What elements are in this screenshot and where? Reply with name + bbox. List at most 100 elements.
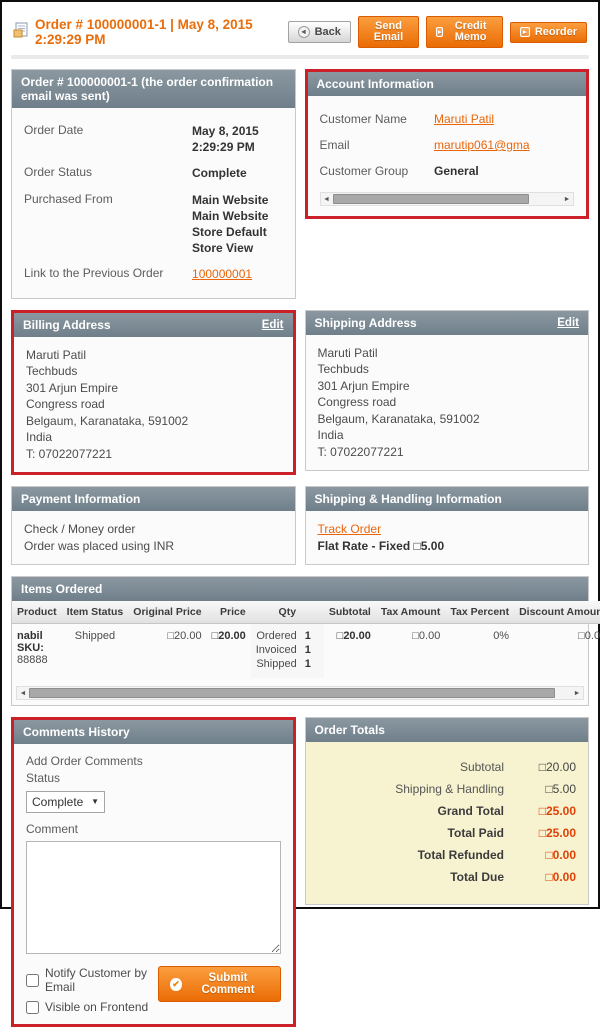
grand-total-row: Grand Total □25.00 (318, 800, 576, 822)
back-button-label: Back (314, 25, 341, 38)
customer-email-row: Email marutip061@gma (320, 132, 575, 158)
item-sku-label: SKU: (17, 642, 44, 654)
shipping-address-panel: Shipping Address Edit Maruti Patil Techb… (304, 309, 589, 471)
check-circle-icon: ✔ (170, 977, 182, 991)
scrollbar-thumb[interactable] (29, 688, 555, 698)
billing-edit-link[interactable]: Edit (261, 318, 284, 331)
total-paid-value: □25.00 (538, 826, 576, 840)
page-header: Order # 100000001-1 | May 8, 2015 2:29:2… (11, 10, 589, 52)
billing-line: 301 Arjun Empire (26, 380, 119, 395)
col-item-status: Item Status (61, 601, 129, 624)
order-totals-header: Order Totals (305, 718, 588, 742)
qty-shipped-label: Shipped (256, 658, 297, 670)
add-order-comments-label: Add Order Comments (26, 754, 143, 768)
reorder-icon: ▸ (519, 27, 530, 37)
payment-info-panel: Payment Information Check / Money order … (11, 486, 296, 565)
order-info-header: Order # 100000001-1 (the order confirmat… (12, 70, 295, 108)
customer-name-row: Customer Name Maruti Patil (320, 106, 575, 132)
credit-memo-button[interactable]: ▸ Credit Memo (426, 16, 503, 48)
items-horizontal-scrollbar[interactable]: ◄ ► (16, 686, 584, 700)
billing-address-header: Billing Address Edit (14, 312, 293, 337)
shipping-edit-link[interactable]: Edit (557, 316, 579, 329)
purchased-from-label: Purchased From (24, 191, 113, 206)
shipping-address-title: Shipping Address (314, 315, 417, 330)
scroll-right-icon[interactable]: ► (573, 689, 581, 697)
item-product-cell: nabil SKU: 88888 (12, 624, 62, 679)
status-select[interactable]: Complete (26, 791, 105, 813)
customer-group-row: Customer Group General (320, 158, 575, 184)
visible-frontend-checkbox[interactable] (26, 1000, 39, 1014)
grand-total-label: Grand Total (437, 804, 504, 818)
col-subtotal: Subtotal (323, 601, 376, 624)
subtotal-value: □20.00 (538, 760, 576, 774)
previous-order-row: Link to the Previous Order 100000001 (24, 261, 283, 287)
comment-textarea[interactable] (26, 841, 281, 954)
item-discount-cell: □0.00 (578, 630, 600, 642)
previous-order-link[interactable]: 100000001 (192, 267, 253, 282)
shipping-handling-label: Shipping & Handling (395, 782, 504, 796)
account-horizontal-scrollbar[interactable]: ◄ ► (319, 192, 574, 206)
customer-group-label: Customer Group (319, 164, 409, 178)
account-info-panel: Account Information Customer Name Maruti… (304, 69, 589, 219)
billing-line: Techbuds (26, 364, 78, 378)
total-refunded-label: Total Refunded (417, 848, 504, 862)
subtotal-label: Subtotal (459, 760, 504, 774)
shipping-line: Belgaum, Karanataka, 591002 (317, 411, 480, 426)
comments-history-panel: Comments History Add Order Comments Stat… (11, 717, 296, 1027)
item-status-cell: Shipped (74, 630, 116, 642)
account-info-header: Account Information (307, 72, 586, 96)
payment-method: Check / Money order (24, 522, 136, 536)
shipping-handling-header: Shipping & Handling Information (305, 487, 588, 511)
subtotal-row: Subtotal □20.00 (318, 756, 576, 778)
customer-name-link[interactable]: Maruti Patil (434, 112, 495, 126)
previous-order-label: Link to the Previous Order (24, 266, 164, 281)
track-order-link[interactable]: Track Order (317, 522, 382, 536)
purchased-from-row: Purchased From Main Website Main Website… (24, 187, 283, 262)
back-button[interactable]: ◂ Back (287, 21, 351, 43)
submit-comment-label: Submit Comment (201, 972, 255, 996)
billing-address-title: Billing Address (23, 317, 111, 332)
items-ordered-panel: Items Ordered Product Item Status Origin… (11, 576, 600, 706)
scroll-right-icon[interactable]: ► (563, 195, 571, 203)
billing-line: Congress road (26, 397, 105, 411)
item-row: nabil SKU: 88888 Shipped □20.00 □20.00 O… (12, 623, 600, 679)
order-status-label: Order Status (24, 165, 93, 180)
payment-currency-note: Order was placed using INR (24, 538, 175, 553)
order-totals-panel: Order Totals Subtotal □20.00 Shipping & … (304, 717, 589, 905)
order-info-title: Order # 100000001-1 (the order confirmat… (21, 75, 274, 103)
page-title: Order # 100000001-1 | May 8, 2015 2:29:2… (35, 17, 253, 47)
items-ordered-header: Items Ordered (12, 577, 588, 601)
back-arrow-icon: ◂ (297, 26, 310, 38)
scrollbar-thumb[interactable] (332, 194, 529, 204)
col-tax-amount: Tax Amount (375, 601, 446, 624)
send-email-button[interactable]: Send Email (357, 16, 420, 48)
qty-invoiced-value: 1 (304, 644, 311, 656)
notify-customer-label: Notify Customer by Email (45, 966, 148, 994)
col-discount-amount: Discount Amount (514, 601, 600, 624)
billing-address-panel: Billing Address Edit Maruti Patil Techbu… (11, 309, 296, 475)
payment-info-title: Payment Information (21, 492, 141, 506)
total-paid-row: Total Paid □25.00 (318, 822, 576, 844)
item-tax-percent-cell: 0% (493, 630, 510, 642)
header-divider (11, 55, 589, 59)
shipping-handling-title: Shipping & Handling Information (314, 492, 502, 506)
scroll-left-icon[interactable]: ◄ (323, 195, 330, 203)
reorder-button-label: Reorder (534, 25, 577, 38)
customer-email-link[interactable]: marutip061@gma (434, 138, 530, 152)
total-refunded-value: □0.00 (545, 848, 576, 862)
item-sku-value: 88888 (17, 654, 48, 666)
order-date-value: May 8, 2015 2:29:29 PM (192, 124, 259, 155)
billing-line: India (26, 430, 53, 444)
item-qty-cell: Ordered 1 Invoiced 1 Shipped 1 (250, 623, 324, 678)
scroll-left-icon[interactable]: ◄ (19, 689, 27, 697)
shipping-handling-value: □5.00 (545, 782, 576, 796)
billing-line: Maruti Patil (26, 347, 87, 362)
shipping-line: Congress road (317, 395, 397, 409)
col-product: Product (12, 601, 62, 624)
total-due-label: Total Due (450, 870, 504, 884)
comment-label: Comment (26, 822, 79, 836)
submit-comment-button[interactable]: ✔ Submit Comment (158, 966, 281, 1002)
notify-customer-checkbox[interactable] (26, 973, 39, 987)
reorder-button[interactable]: ▸ Reorder (509, 21, 587, 43)
